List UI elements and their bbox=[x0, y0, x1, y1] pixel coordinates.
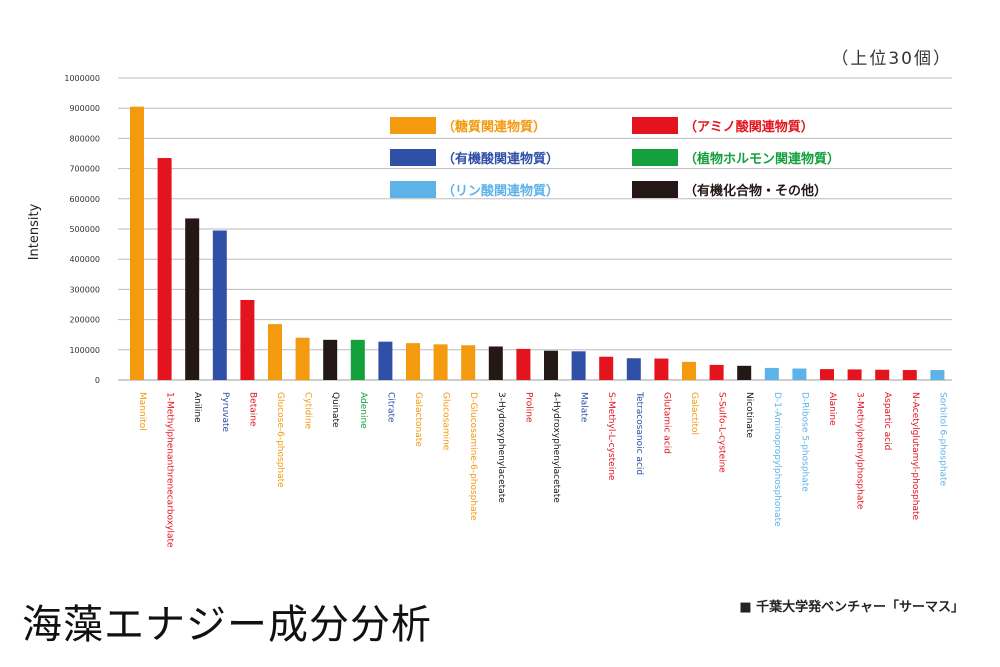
bar bbox=[571, 351, 586, 380]
y-tick-label: 0 bbox=[95, 376, 100, 385]
legend-swatch bbox=[390, 149, 436, 166]
x-tick-label: Mannitol bbox=[137, 392, 147, 431]
y-tick-label: 1000000 bbox=[64, 74, 100, 83]
x-tick-label: Tetracosanoic acid bbox=[634, 391, 644, 475]
x-tick-label: Quinate bbox=[330, 392, 340, 428]
y-tick-label: 700000 bbox=[69, 165, 100, 174]
bar bbox=[792, 368, 807, 380]
y-tick-label: 900000 bbox=[69, 104, 100, 113]
x-tick-label: D-1-Aminopropylphosphonate bbox=[772, 392, 782, 527]
legend-swatch bbox=[632, 117, 678, 134]
x-tick-label: 4-Hydroxyphenylacetate bbox=[551, 392, 561, 503]
bar bbox=[516, 348, 531, 380]
bar bbox=[544, 350, 558, 380]
x-tick-label: S-Sulfo-L-cysteine bbox=[717, 392, 727, 473]
bar bbox=[847, 369, 862, 380]
x-tick-label: Betaine bbox=[247, 392, 257, 427]
legend-label: （リン酸関連物質） bbox=[442, 183, 559, 199]
x-tick-label: D-Glucosamine-6-phosphate bbox=[468, 392, 478, 521]
bar bbox=[350, 339, 365, 380]
x-tick-label: Aspartic acid bbox=[882, 392, 892, 450]
credit-text: ■ 千葉大学発ベンチャー「サーマス」 bbox=[739, 600, 964, 615]
bar bbox=[212, 230, 227, 380]
grid-layer: 0 100000 200000 300000 400000 500000 600000 700… bbox=[64, 74, 952, 385]
bar bbox=[902, 370, 917, 380]
bar bbox=[654, 358, 669, 380]
y-tick-label: 200000 bbox=[69, 316, 100, 325]
x-tick-label: Glucosamine bbox=[441, 392, 451, 451]
x-tick-label: Alanine bbox=[827, 392, 837, 426]
y-tick-label: 500000 bbox=[69, 225, 100, 234]
top-count-note: （上位30個） bbox=[831, 49, 952, 69]
bar bbox=[130, 106, 144, 380]
bar bbox=[764, 367, 779, 380]
bar bbox=[709, 364, 724, 380]
legend: （糖質関連物質） （アミノ酸関連物質） （有機酸関連物質） （植物ホルモン関連物質） （… bbox=[390, 117, 840, 199]
x-tick-label: Galactitol bbox=[689, 392, 699, 435]
x-tick-label: Galactonate bbox=[413, 392, 423, 447]
x-tick-label: Malate bbox=[579, 392, 589, 423]
x-tick-label: Nicotinate bbox=[744, 392, 754, 438]
x-tick-label: 3-Methylphenylphosphate bbox=[855, 392, 865, 510]
legend-label: （アミノ酸関連物質） bbox=[684, 119, 814, 135]
x-tick-label: Citrate bbox=[385, 392, 395, 423]
bar bbox=[378, 341, 393, 380]
bar bbox=[433, 344, 448, 380]
bar bbox=[406, 343, 420, 380]
bar bbox=[820, 369, 834, 380]
bar bbox=[930, 370, 945, 380]
y-tick-label: 300000 bbox=[69, 285, 100, 294]
legend-swatch bbox=[632, 149, 678, 166]
bar bbox=[268, 324, 282, 380]
x-tick-label: Aniline bbox=[192, 392, 202, 423]
bar bbox=[240, 299, 255, 380]
legend-label: （有機化合物・その他） bbox=[684, 183, 827, 199]
y-tick-label: 800000 bbox=[69, 134, 100, 143]
bar bbox=[185, 218, 200, 380]
bar bbox=[488, 346, 503, 380]
x-tick-label: S-Methyl-L-cysteine bbox=[606, 392, 616, 481]
x-tick-label: 1-Methylphenanthrenecarboxylate bbox=[165, 392, 175, 548]
x-tick-label: Sorbitol 6-phosphate bbox=[937, 392, 947, 487]
x-tick-label: Adenine bbox=[358, 392, 368, 429]
bar bbox=[599, 356, 614, 380]
legend-swatch bbox=[390, 117, 436, 134]
bar bbox=[875, 369, 890, 380]
legend-swatch bbox=[632, 181, 678, 198]
y-axis-label: Intensity bbox=[27, 203, 42, 260]
x-tick-label: Pyruvate bbox=[220, 392, 230, 433]
x-tick-label: 3-Hydroxyphenylacetate bbox=[496, 392, 506, 503]
page-title: 海藻エナジー成分分析 bbox=[22, 602, 432, 648]
legend-label: （糖質関連物質） bbox=[442, 119, 546, 135]
x-tick-label: N-Acetylglutamyl-phosphate bbox=[910, 392, 920, 520]
legend-swatch bbox=[390, 181, 436, 198]
bar-layer bbox=[130, 106, 945, 380]
bar bbox=[295, 337, 310, 380]
x-tick-label: Cytidine bbox=[303, 392, 313, 430]
bar bbox=[682, 361, 696, 380]
legend-label: （植物ホルモン関連物質） bbox=[684, 151, 840, 167]
y-tick-label: 400000 bbox=[69, 255, 100, 264]
x-tick-labels: Mannitol 1-Methylphenanthrenecarboxylate A… bbox=[137, 391, 947, 548]
y-tick-label: 100000 bbox=[69, 346, 100, 355]
legend-label: （有機酸関連物質） bbox=[442, 151, 559, 167]
bar bbox=[737, 365, 752, 380]
x-tick-label: D-Ribose 5-phosphate bbox=[799, 392, 809, 492]
bar bbox=[157, 158, 172, 380]
bar bbox=[626, 358, 641, 380]
bar bbox=[461, 345, 476, 380]
x-tick-label: Proline bbox=[523, 392, 533, 423]
y-tick-label: 600000 bbox=[69, 195, 100, 204]
x-tick-label: Glutamic acid bbox=[661, 392, 671, 454]
x-tick-label: Glucose-6-phosphate bbox=[275, 392, 285, 488]
bar bbox=[323, 339, 338, 380]
